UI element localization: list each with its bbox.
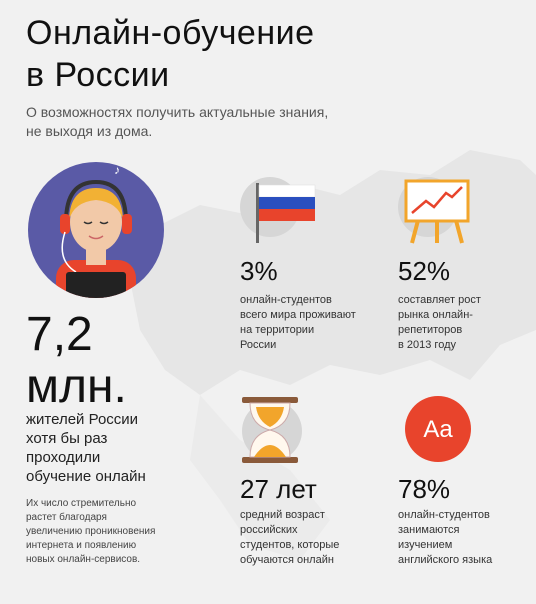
aa-letters-text: Aa bbox=[423, 416, 453, 443]
svg-text:♪: ♪ bbox=[114, 163, 120, 177]
growth-chart-icon bbox=[398, 177, 470, 244]
page-subtitle: О возможностях получить актуальные знани… bbox=[26, 104, 329, 139]
main-stat-description: жителей России хотя бы раз проходили обу… bbox=[26, 411, 146, 485]
hourglass-icon bbox=[242, 397, 302, 463]
stat-27-years-description: средний возраст российских студентов, ко… bbox=[240, 509, 340, 566]
page-title: Онлайн-обучение в России bbox=[26, 14, 315, 94]
aa-letters-icon: Aa bbox=[405, 396, 471, 462]
russia-flag-icon bbox=[240, 177, 316, 243]
stat-78-percent: 78% bbox=[398, 474, 451, 504]
stat-27-years: 27 лет bbox=[240, 474, 317, 504]
stat-3-percent: 3% bbox=[240, 256, 278, 286]
stat-78-percent-description: онлайн-студентов занимаются изучением ан… bbox=[398, 509, 493, 566]
stat-3-percent-description: онлайн-студентов всего мира проживают на… bbox=[240, 294, 356, 351]
stat-52-percent: 52% bbox=[398, 256, 451, 286]
main-stat-note: Их число стремительно растет благодаря у… bbox=[26, 498, 156, 565]
main-stat-value: 7,2 bbox=[26, 308, 93, 361]
main-stat-unit: млн. bbox=[26, 360, 127, 413]
stat-52-percent-description: составляет рост рынка онлайн- репетиторо… bbox=[398, 294, 481, 351]
student-headphones-avatar: ♪ bbox=[28, 162, 164, 298]
